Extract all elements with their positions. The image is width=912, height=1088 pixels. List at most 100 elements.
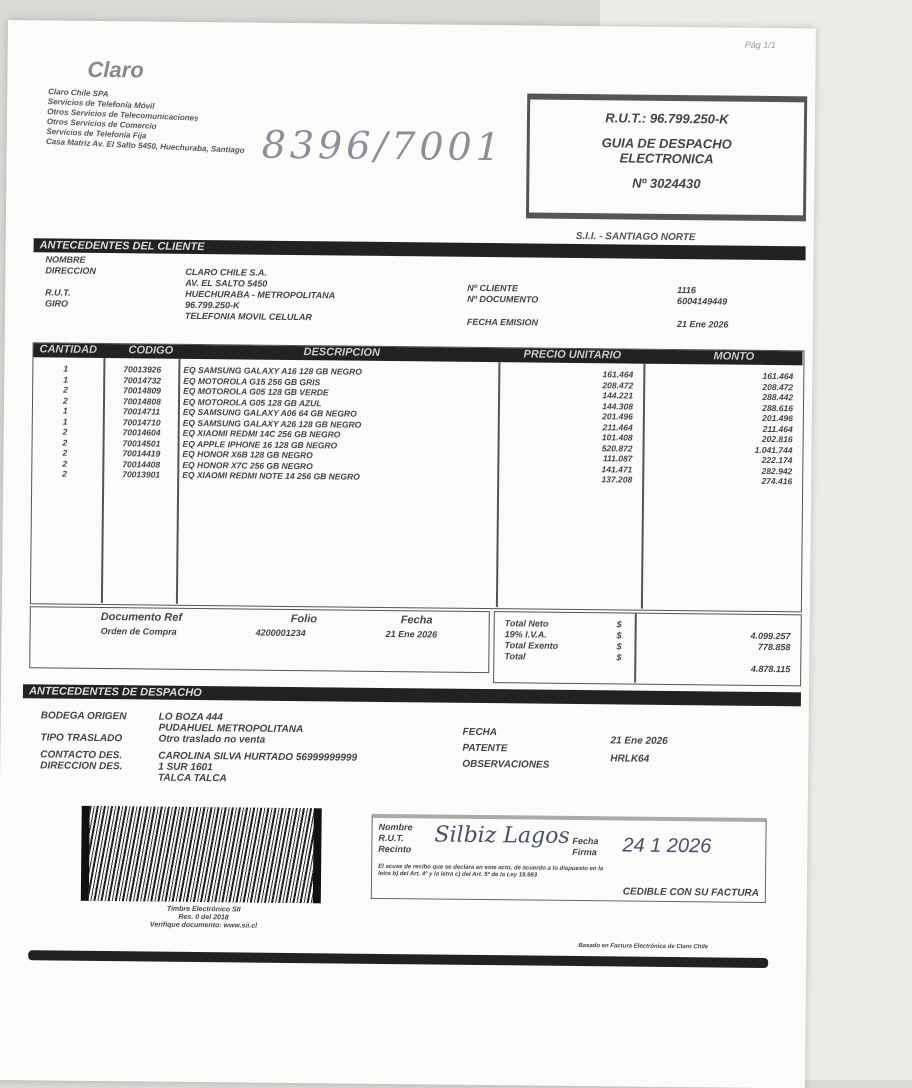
client-values: CLARO CHILE S.A. AV. EL SALTO 5450 HUECHUR… [185,267,336,324]
description-column: EQ SAMSUNG GALAXY A16 128 GB NEGRO EQ MOT… [182,365,362,482]
label: NOMBRE [45,254,86,265]
table-cell: 1 [62,416,68,427]
table-cell: 70014711 [122,406,161,417]
ref-header-document: Documento Ref [100,611,183,624]
label: Fecha [572,835,599,847]
caption-line: Verifique documento: www.sii.cl [149,921,258,930]
dispatch-section-header: ANTECEDENTES DE DESPACHO [22,684,802,707]
divider [495,362,500,608]
table-cell: 274.416 [761,475,793,487]
table-cell: 141.471 [601,463,633,475]
table-cell: 1 [62,405,68,416]
bottom-rule [28,950,769,969]
table-cell: 2 [62,458,68,469]
table-cell: 2 [62,426,68,437]
doc-title: GUIA DE DESPACHO ELECTRONICA [530,134,804,167]
currency: $ [616,641,622,652]
label: Total Neto [504,618,549,629]
handwritten-date: 24 1 2026 [622,834,712,858]
client-labels: NOMBRE DIRECCION R.U.T. GIRO [45,254,96,310]
value: TELEFONIA MOVIL CELULAR [184,310,312,323]
rut: R.U.T.: 96.799.250-K [605,110,729,127]
dispatch-guide-document: Pág 1/1 Claro Claro Chile SPA Servicios … [0,20,816,1088]
receipt-labels: Nombre R.U.T. Recinto [378,822,412,855]
value: HRLK64 [610,753,650,765]
value: 6004149449 [677,296,728,307]
table-cell: 1 [63,363,69,374]
doc-number: Nº 3024430 [632,175,701,192]
total-iva: 778.858 [757,641,791,653]
divider [100,358,105,604]
col-header-quantity: CANTIDAD [39,343,98,356]
value: 21 Ene 2026 [676,319,729,330]
sii-office: S.I.I. - SANTIAGO NORTE [575,230,696,244]
total-net: 4.099.257 [750,630,791,642]
page-number: Pág 1/1 [744,39,776,51]
table-cell: 2 [62,447,68,458]
divider [640,363,645,609]
amount-column: 161.464 208.472 288.442 288.616 201.496 211.4… [712,370,794,487]
receipt-box: Nombre R.U.T. Recinto Silbiz Lagos Fecha Fi… [370,813,767,903]
table-cell: 70014809 [123,385,162,396]
handwritten-number: 8396/7001 [261,122,505,170]
table-cell: 2 [62,395,68,406]
unit-price-column: 161.464 208.472 144.221 144.308 201.496 211.4… [562,369,633,485]
label: Total Exento [504,640,559,651]
items-table: CANTIDAD CODIGO DESCRIPCION PRECIO UNITA… [29,342,805,613]
value: 1116 [677,285,696,296]
label: TIPO TRASLADO [40,732,123,745]
table-cell: 144.221 [602,390,634,401]
date-sign-labels: Fecha Firma [572,836,598,858]
label: GIRO [44,298,69,309]
label: FECHA [462,726,498,739]
currency: $ [616,619,622,630]
label: BODEGA ORIGEN [40,710,127,723]
label: FECHA EMISION [466,316,539,328]
totals-labels: Total Neto 19% I.V.A. Total Exento Total [504,618,558,663]
label: Nº CLIENTE [467,282,519,294]
label: DIRECCION DES. [40,760,123,773]
label: Recinto [378,843,412,855]
table-cell: 1 [63,374,69,385]
dispatch-labels: BODEGA ORIGEN TIPO TRASLADO CONTACTO DES.… [40,710,126,772]
col-header-amount: MONTO [713,350,755,363]
currency: $ [616,630,622,641]
table-cell: EQ XIAOMI REDMI NOTE 14 256 GB NEGRO [182,469,360,482]
table-cell: 70014710 [122,416,161,428]
doc-title-1: GUIA DE DESPACHO [601,135,732,152]
footer-note: Basado en Factura Electrónica de Claro C… [578,943,709,951]
table-cell: 70014604 [122,427,161,438]
label: Nombre [378,821,413,833]
table-cell: 161.464 [602,369,634,380]
total: 4.878.115 [750,663,791,675]
col-header-code: CODIGO [128,344,174,357]
value: 21 Ene 2026 [610,735,668,747]
divider [634,613,637,683]
cedible-label: CEDIBLE CON SU FACTURA [622,886,759,899]
col-header-unit-price: PRECIO UNITARIO [523,348,622,362]
company-logo: Claro [87,56,144,83]
barcode-caption: Timbre Electrónico SII Res. 0 del 2018 Ver… [138,905,268,930]
ref-document: Orden de Compra [100,626,177,637]
dispatch-right-labels: FECHA PATENTE OBSERVACIONES [462,725,550,774]
reference-box: Documento Ref Folio Fecha Orden de Compr… [29,606,490,674]
totals-box: Total Neto 19% I.V.A. Total Exento Total $ $… [493,611,802,687]
client-right-labels: Nº CLIENTE Nº DOCUMENTO FECHA EMISION [467,283,539,329]
label: CONTACTO DES. [40,749,123,762]
label: Nº DOCUMENTO [467,293,539,305]
table-cell: 2 [62,437,68,448]
table-cell: 70014732 [123,374,162,386]
table-cell: 70013926 [123,364,162,375]
document-id-box: R.U.T.: 96.799.250-K GUIA DE DESPACHO ELE… [525,93,808,222]
company-info: Claro Chile SPA Servicios de Telefonía M… [46,87,247,156]
table-cell: 137.208 [601,474,633,485]
doc-title-2: ELECTRONICA [619,150,714,167]
table-cell: 70014408 [122,458,161,470]
table-cell: 208.472 [602,379,634,391]
label: R.U.T. [378,832,404,844]
legal-text: El acuse de recibo que se declara en est… [378,863,604,879]
pdf417-barcode [80,805,322,904]
table-cell: 2 [63,384,68,395]
totals-currency: $ $ $ $ [616,619,621,663]
